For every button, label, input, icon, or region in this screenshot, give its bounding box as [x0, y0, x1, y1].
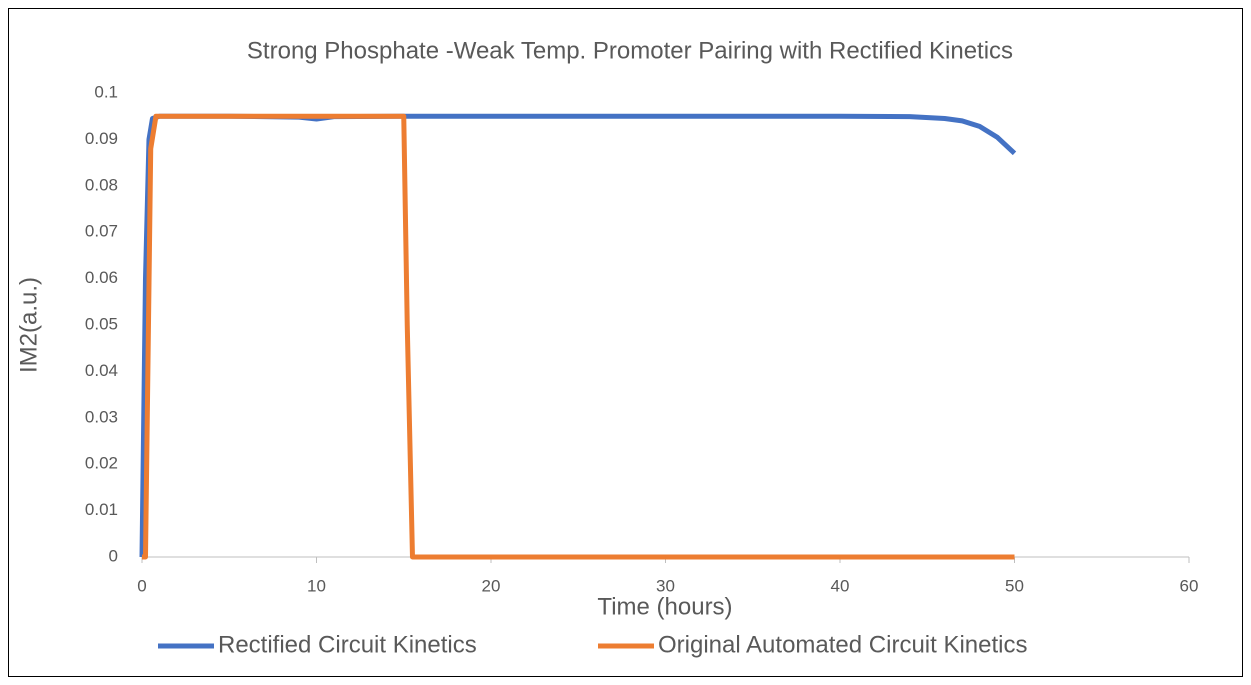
y-tick-label: 0.07 [85, 222, 118, 241]
legend-label: Original Automated Circuit Kinetics [658, 631, 1028, 658]
series-line [142, 113, 1015, 560]
y-tick-label: 0.06 [85, 268, 118, 287]
y-axis-label: IM2(a.u.) [15, 277, 42, 373]
x-tick-label: 60 [1180, 576, 1199, 595]
y-tick-label: 0 [109, 546, 118, 565]
x-tick-label: 30 [656, 576, 675, 595]
y-tick-label: 0.04 [85, 361, 118, 380]
x-tick-label: 10 [307, 576, 326, 595]
chart-title: Strong Phosphate -Weak Temp. Promoter Pa… [247, 37, 1013, 64]
x-tick-label: 40 [831, 576, 850, 595]
x-axis-label: Time (hours) [597, 593, 732, 620]
y-tick-label: 0.01 [85, 500, 118, 519]
x-tick-label: 50 [1005, 576, 1024, 595]
y-tick-label: 0.05 [85, 314, 118, 333]
y-tick-label: 0.08 [85, 175, 118, 194]
legend-label: Rectified Circuit Kinetics [218, 631, 477, 658]
y-tick-label: 0.02 [85, 454, 118, 473]
chart-border [8, 8, 1243, 677]
x-tick-label: 0 [137, 576, 146, 595]
y-tick-label: 0.03 [85, 407, 118, 426]
x-tick-label: 20 [482, 576, 501, 595]
y-tick-label: 0.09 [85, 129, 118, 148]
y-tick-label: 0.1 [94, 82, 118, 101]
